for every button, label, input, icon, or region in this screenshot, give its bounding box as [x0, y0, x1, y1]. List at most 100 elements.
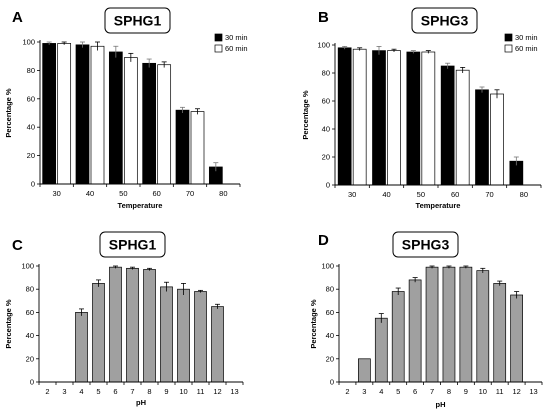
x-tick-label: 7	[130, 387, 134, 396]
y-tick-label: 100	[317, 41, 330, 50]
x-tick-label: 13	[230, 387, 238, 396]
bar-30-min-40	[75, 44, 90, 185]
bar-value-12	[211, 306, 224, 383]
bar-60-min-50	[123, 57, 138, 185]
y-tick-label: 80	[26, 285, 34, 294]
bar-60-min-30	[57, 43, 72, 185]
x-tick-label: 3	[62, 387, 66, 396]
y-axis-label: Percentage %	[4, 299, 13, 349]
bar-60-min-30	[352, 48, 367, 186]
bar-60-min-40	[387, 50, 401, 186]
bar-60-min-50	[421, 51, 436, 186]
y-tick-label: 100	[22, 38, 35, 47]
x-axis-label: pH	[436, 400, 446, 409]
bar-value-11	[194, 291, 207, 383]
bar-60-min-40	[90, 45, 105, 185]
legend-label: 30 min	[225, 33, 248, 42]
y-tick-label: 40	[26, 331, 34, 340]
y-tick-label: 60	[26, 308, 34, 317]
panel-letter-a: A	[12, 9, 23, 26]
x-tick-label: 4	[79, 387, 83, 396]
y-tick-label: 80	[326, 285, 334, 294]
bar-value-5	[391, 291, 405, 383]
legend-label: 60 min	[225, 44, 248, 53]
bar-30-min-70	[175, 109, 190, 185]
bar-30-min-70	[475, 89, 489, 186]
x-tick-label: 13	[529, 387, 537, 396]
y-tick-label: 80	[322, 69, 330, 78]
x-tick-label: 5	[396, 387, 400, 396]
chart-title-box	[392, 231, 459, 258]
bar-value-6	[109, 266, 122, 383]
y-tick-label: 0	[326, 181, 330, 190]
bar-60-min-70	[490, 93, 504, 186]
y-tick-label: 60	[322, 97, 330, 106]
y-tick-label: 40	[326, 331, 334, 340]
legend-swatch	[214, 33, 223, 42]
x-tick-label: 11	[197, 387, 205, 396]
x-tick-label: 70	[186, 189, 194, 198]
chart-title-box	[411, 7, 478, 34]
bar-value-8	[143, 269, 156, 383]
chart-title-box	[104, 7, 171, 34]
x-tick-label: 2	[45, 387, 49, 396]
x-axis-label: Temperature	[416, 201, 461, 210]
bar-value-3	[358, 358, 371, 383]
legend-swatch	[504, 44, 513, 53]
panel-letter-c: C	[12, 237, 23, 254]
x-tick-label: 80	[219, 189, 227, 198]
bar-value-7	[126, 267, 139, 383]
bar-60-min-70	[190, 111, 205, 185]
y-tick-label: 0	[30, 378, 34, 387]
bar-30-min-50	[406, 51, 421, 186]
chart-title-box	[99, 231, 166, 258]
x-tick-label: 4	[379, 387, 383, 396]
x-tick-label: 8	[147, 387, 151, 396]
panel-a-temperature-sphg1: A SPHG1 0 20 40 60 80 100 30 40 50 60 70 80 Temperatur…	[4, 7, 248, 210]
bar-30-min-30	[42, 43, 57, 185]
bar-value-9	[459, 266, 473, 383]
x-axis-label: Temperature	[118, 201, 163, 210]
chart-title: SPHG3	[402, 237, 450, 253]
x-tick-label: 3	[362, 387, 366, 396]
bar-30-min-60	[440, 65, 455, 186]
legend-label: 60 min	[515, 44, 538, 53]
y-axis-label: Percentage %	[309, 299, 318, 349]
y-tick-label: 60	[27, 94, 35, 103]
y-tick-label: 20	[322, 153, 330, 162]
x-tick-label: 30	[52, 189, 60, 198]
x-tick-label: 9	[164, 387, 168, 396]
x-tick-label: 8	[447, 387, 451, 396]
y-tick-label: 20	[27, 151, 35, 160]
x-tick-label: 70	[485, 190, 493, 199]
bar-value-6	[408, 279, 422, 383]
y-tick-label: 40	[27, 123, 35, 132]
y-tick-label: 100	[321, 262, 334, 271]
y-tick-label: 60	[326, 308, 334, 317]
bar-30-min-50	[108, 51, 123, 185]
bar-value-11	[493, 283, 507, 383]
x-tick-label: 40	[382, 190, 390, 199]
bar-value-7	[425, 266, 439, 383]
chart-title: SPHG3	[421, 13, 469, 29]
x-tick-label: 30	[348, 190, 356, 199]
panel-b-temperature-sphg3: B SPHG3 0 20 40 60 80 100 30 40 50 60 70 80 Temperatur…	[301, 7, 542, 210]
y-tick-label: 40	[322, 125, 330, 134]
bar-30-min-30	[337, 47, 352, 186]
y-tick-label: 20	[326, 354, 334, 363]
x-tick-label: 10	[179, 387, 187, 396]
x-tick-label: 60	[451, 190, 459, 199]
y-tick-label: 0	[31, 180, 35, 189]
y-axis-label: Percentage %	[4, 88, 13, 138]
bar-60-min-60	[157, 64, 172, 185]
bar-value-10	[476, 270, 490, 383]
legend-label: 30 min	[515, 33, 538, 42]
x-tick-label: 50	[417, 190, 425, 199]
x-tick-label: 7	[430, 387, 434, 396]
y-tick-label: 0	[330, 378, 334, 387]
panel-c-ph-sphg1: C SPHG1 0 20 40 60 80 100 2 3 4 5 6 7 8 9 10 11 12 13 pH Perc…	[4, 231, 244, 407]
bar-30-min-60	[142, 62, 157, 185]
x-tick-label: 5	[96, 387, 100, 396]
x-tick-label: 60	[152, 189, 160, 198]
x-tick-label: 9	[464, 387, 468, 396]
